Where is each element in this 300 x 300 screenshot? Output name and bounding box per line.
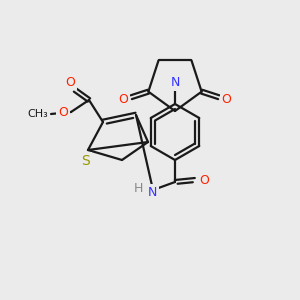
Text: N: N	[147, 185, 157, 199]
Text: CH₃: CH₃	[27, 109, 48, 119]
Text: O: O	[119, 93, 129, 106]
Text: O: O	[199, 173, 209, 187]
Text: H: H	[134, 182, 143, 196]
Text: O: O	[221, 93, 231, 106]
Text: O: O	[65, 76, 75, 88]
Text: N: N	[170, 76, 180, 89]
Text: S: S	[82, 154, 90, 168]
Text: O: O	[58, 106, 68, 118]
